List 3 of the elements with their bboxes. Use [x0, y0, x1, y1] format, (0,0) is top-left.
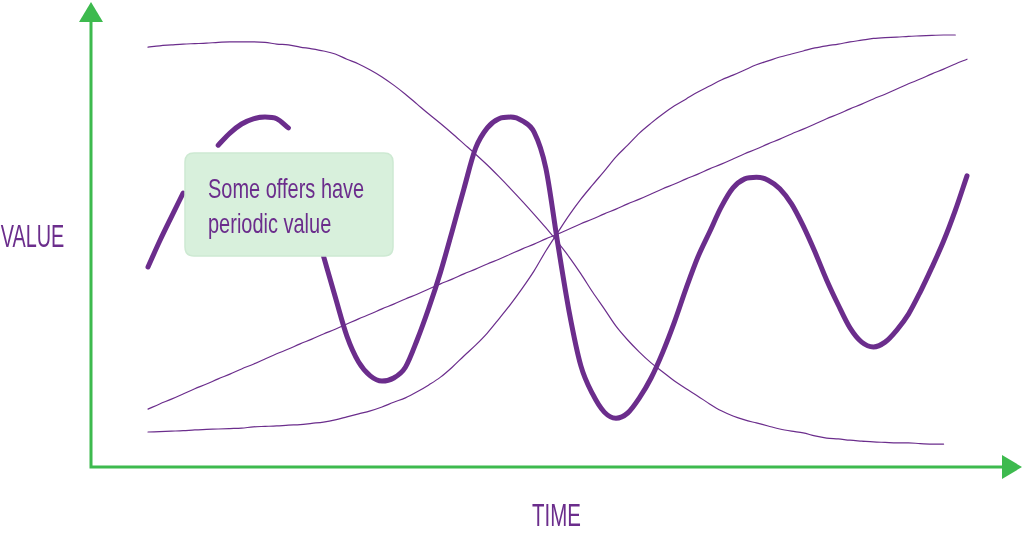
y-axis-title: VALUE: [0, 217, 65, 254]
x-axis-title: TIME: [532, 497, 581, 534]
annotation: Some offers have periodic value: [208, 172, 365, 239]
